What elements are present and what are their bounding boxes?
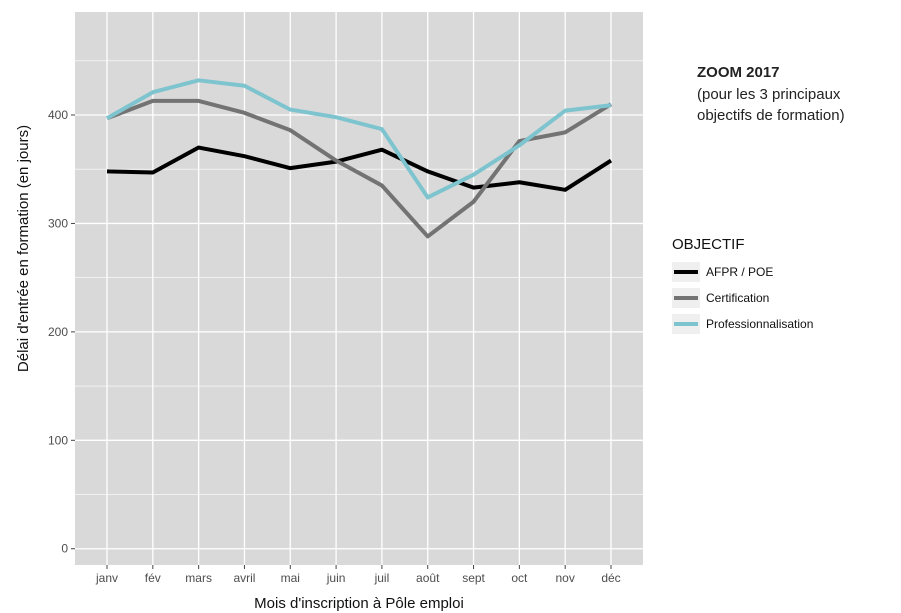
- legend-key: [672, 314, 700, 334]
- legend-swatch: [674, 270, 698, 274]
- x-tick-label: avril: [233, 571, 255, 585]
- x-tick-label: sept: [462, 571, 485, 585]
- legend-items: AFPR / POE Certification Professionnalisat…: [672, 259, 813, 337]
- y-tick-label: 400: [48, 108, 68, 122]
- x-tick-label: août: [416, 571, 440, 585]
- legend-swatch: [674, 322, 698, 326]
- x-axis-ticks: janv fév mars avril mai juin juil août sept oct no…: [95, 565, 621, 585]
- grid-lines: [75, 12, 643, 565]
- legend-key: [672, 262, 700, 282]
- legend-item-certification: Certification: [672, 285, 813, 311]
- legend-swatch: [674, 296, 698, 300]
- legend-title: OBJECTIF: [672, 236, 745, 253]
- y-tick-label: 0: [61, 542, 68, 556]
- y-tick-label: 300: [48, 216, 68, 230]
- legend-label: Professionnalisation: [706, 317, 814, 331]
- x-tick-label: mars: [185, 571, 212, 585]
- x-tick-label: déc: [601, 571, 620, 585]
- x-tick-label: juil: [374, 571, 390, 585]
- annotation-title: ZOOM 2017: [697, 64, 780, 81]
- x-tick-label: juin: [326, 571, 346, 585]
- legend-label: AFPR / POE: [706, 265, 774, 279]
- plot-panel: [75, 12, 643, 565]
- series-line-professionnalisation: [106, 78, 612, 200]
- legend-label: Certification: [706, 291, 770, 305]
- zoom-annotation: ZOOM 2017 (pour les 3 principaux objecti…: [697, 62, 845, 126]
- annotation-line-2: objectifs de formation): [697, 107, 845, 124]
- legend-key: [672, 288, 700, 308]
- annotation-line-1: (pour les 3 principaux: [697, 86, 841, 103]
- x-axis-title: Mois d'inscription à Pôle emploi: [254, 595, 464, 612]
- y-tick-label: 200: [48, 325, 68, 339]
- legend-item-professionnalisation: Professionnalisation: [672, 311, 813, 337]
- x-tick-label: fév: [145, 571, 161, 585]
- y-axis-ticks: 0 100 200 300 400: [48, 108, 75, 556]
- legend: OBJECTIF AFPR / POE Certification Professi…: [672, 236, 813, 337]
- x-tick-label: janv: [95, 571, 118, 585]
- x-tick-label: oct: [511, 571, 528, 585]
- y-axis-title: Délai d'entrée en formation (en jours): [15, 125, 32, 372]
- series-line-afpr-poe: [106, 145, 613, 192]
- y-tick-label: 100: [48, 433, 68, 447]
- legend-item-afpr-poe: AFPR / POE: [672, 259, 813, 285]
- series-lines: [106, 78, 613, 239]
- x-tick-label: mai: [281, 571, 300, 585]
- x-tick-label: nov: [556, 571, 575, 585]
